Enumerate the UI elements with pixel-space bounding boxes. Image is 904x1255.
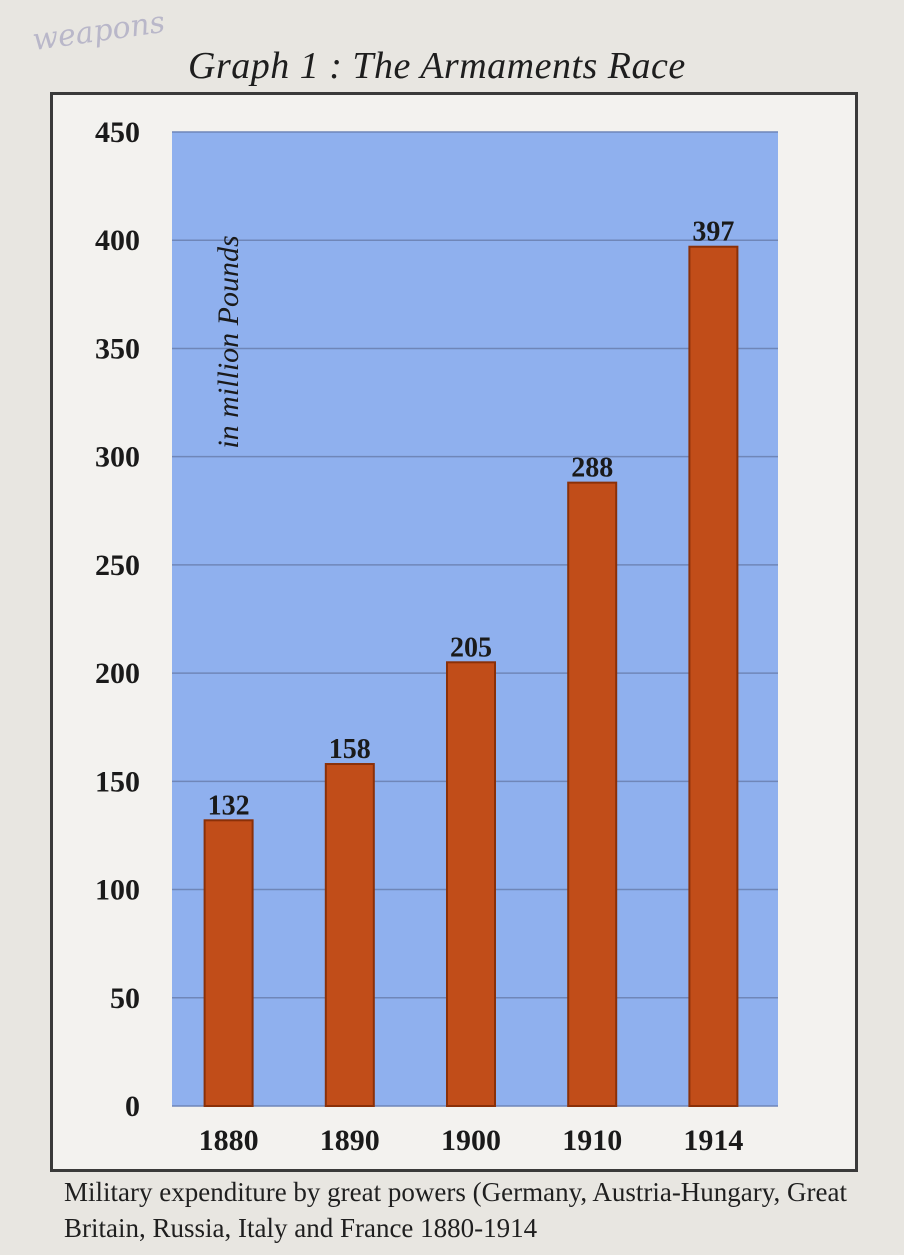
figure-caption: Military expenditure by great powers (Ge… [64,1177,847,1243]
x-tick-label: 1890 [320,1124,380,1157]
y-axis-label: in million Pounds [212,235,245,448]
y-tick-label: 0 [125,1090,140,1123]
x-tick-label: 1900 [441,1124,501,1157]
bar-value-label: 288 [571,453,613,484]
x-tick-label: 1914 [683,1124,743,1157]
y-tick-label: 350 [95,332,140,365]
chart-title: Graph 1 : The Armaments Race [188,45,686,87]
y-tick-label: 200 [95,657,140,690]
x-tick-label: 1910 [562,1124,622,1157]
y-tick-label: 300 [95,441,140,474]
y-tick-label: 100 [95,874,140,907]
bar-1910 [567,481,618,1107]
bar-1880 [203,819,254,1107]
y-tick-label: 150 [95,765,140,798]
x-axis-ticks: 1880 1890 1900 1910 1914 [199,1124,744,1157]
y-tick-label: 400 [95,224,140,257]
bar-1900 [446,661,496,1107]
bar-1890 [324,763,375,1107]
y-tick-label: 50 [110,982,140,1015]
bar-value-label: 158 [329,734,371,765]
x-tick-label: 1880 [199,1124,259,1157]
bar-value-label: 132 [208,790,250,821]
bar-value-label: 397 [692,217,734,248]
y-axis-ticks: 0 50 100 150 200 250 300 350 400 450 [95,116,140,1123]
bar-series: 132 158 205 288 397 [203,217,739,1107]
y-tick-label: 450 [95,116,140,149]
y-tick-label: 250 [95,549,140,582]
bar-1914 [688,245,739,1107]
bar-value-label: 205 [450,632,492,663]
